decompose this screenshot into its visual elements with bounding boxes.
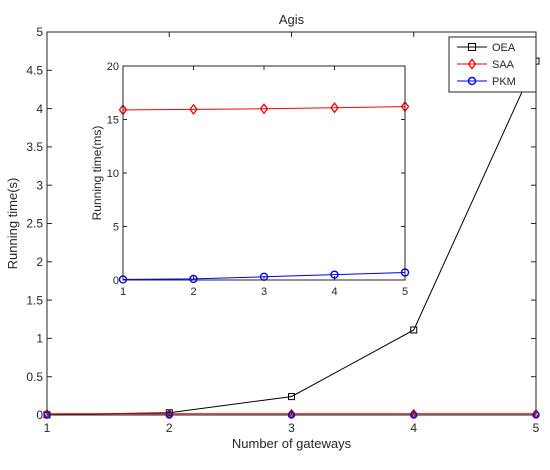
inset-plot-background [123, 66, 405, 280]
main-y-tick-label: 3 [36, 178, 43, 192]
inset-y-tick-label: 10 [107, 168, 119, 180]
inset-plot: 1 2 3 4 5 0 5 10 15 20 Running time(ms) [90, 61, 409, 298]
inset-y-tick-label: 0 [113, 275, 119, 287]
legend-label-saa: SAA [492, 59, 515, 71]
legend-label-pkm: PKM [492, 76, 516, 88]
main-x-tick-label: 2 [166, 421, 173, 435]
main-y-tick-label: 1 [36, 332, 43, 346]
inset-y-tick-label: 5 [113, 221, 119, 233]
inset-x-tick-label: 5 [402, 286, 408, 298]
main-y-tick-label: 2 [36, 255, 43, 269]
main-y-tick-label: 4.5 [26, 64, 43, 78]
main-y-tick-label: 3.5 [26, 140, 43, 154]
main-x-axis-label: Number of gateways [232, 436, 352, 451]
inset-x-tick-label: 1 [120, 286, 126, 298]
legend: OEA SAA PKM [449, 37, 536, 92]
main-y-tick-label: 0 [36, 408, 43, 422]
inset-y-tick-label: 15 [107, 114, 119, 126]
legend-label-oea: OEA [492, 42, 516, 54]
inset-x-tick-label: 2 [190, 286, 196, 298]
main-x-tick-label: 5 [533, 421, 540, 435]
main-y-tick-label: 4 [36, 102, 43, 116]
main-y-tick-label: 5 [36, 25, 43, 39]
inset-y-axis-label: Running time(ms) [90, 126, 104, 221]
main-y-tick-label: 0.5 [26, 370, 43, 384]
main-y-tick-label: 2.5 [26, 217, 43, 231]
main-y-axis-label: Running time(s) [5, 178, 20, 270]
main-x-tick-label: 1 [44, 421, 51, 435]
main-chart-title: Agis [279, 12, 305, 27]
inset-y-tick-label: 20 [107, 61, 119, 73]
main-y-tick-label: 1.5 [26, 293, 43, 307]
main-x-tick-label: 4 [410, 421, 417, 435]
inset-x-tick-label: 3 [261, 286, 267, 298]
inset-x-tick-label: 4 [331, 286, 337, 298]
main-x-tick-label: 3 [288, 421, 295, 435]
